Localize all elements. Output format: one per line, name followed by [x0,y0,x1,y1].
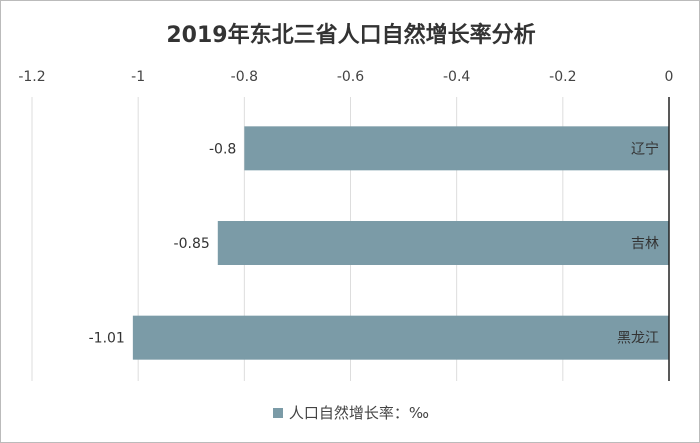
legend: 人口自然增长率：‰ [1,402,699,423]
x-tick-label: -0.6 [337,69,364,85]
bar [217,221,669,265]
data-label: -0.85 [174,236,210,252]
x-tick-label: -1.2 [18,69,45,85]
data-label: -0.8 [209,141,236,157]
category-label: 吉林 [631,236,659,252]
legend-label: 人口自然增长率：‰ [288,404,430,422]
category-label: 辽宁 [631,140,659,157]
bar [244,126,670,171]
data-label: -1.01 [89,331,125,347]
x-tick-label: -0.4 [443,69,470,85]
x-tick-label: -0.8 [231,69,258,85]
bar [132,315,669,360]
x-tick-label: -1 [131,69,145,85]
legend-swatch [272,407,283,418]
x-tick-label: 0 [665,69,674,85]
x-tick-label: -0.2 [549,69,576,85]
chart-title: 2019年东北三省人口自然增长率分析 [166,23,536,48]
category-label: 黑龙江 [617,331,659,347]
